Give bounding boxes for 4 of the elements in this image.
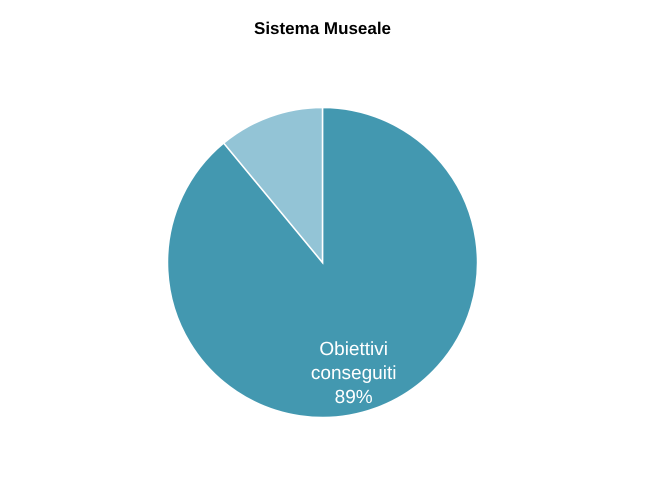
slice-label: Obiettivi conseguiti <box>310 339 396 384</box>
data-label: 89% <box>334 387 373 408</box>
pie-slice <box>166 106 478 418</box>
chart-title: Sistema Museale <box>254 19 392 38</box>
